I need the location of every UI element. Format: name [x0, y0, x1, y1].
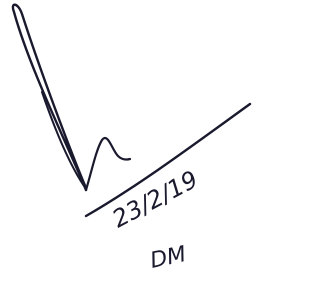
- background: [0, 0, 264, 281]
- signature-image: 23/2/19 DM: [0, 0, 264, 281]
- page: 23/2/19 DM (() => { const data = JSON.pa…: [0, 0, 320, 281]
